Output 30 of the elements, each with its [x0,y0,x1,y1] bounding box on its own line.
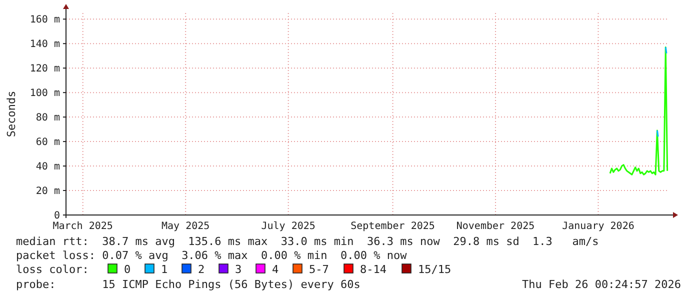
legend-label: 0 [124,263,131,276]
legend-label: 1 [161,263,168,276]
line-series [609,46,668,176]
y-tick-label: 120 m [30,64,60,75]
x-tick-label: January 2026 [562,221,634,232]
x-tick-label: May 2025 [162,221,210,232]
legend-label: 4 [272,263,279,276]
legend-label: 3 [235,263,242,276]
legend-label: 2 [198,263,205,276]
x-tick-label: November 2025 [456,221,535,232]
y-tick-label: 0 [54,210,60,222]
y-tick-label: 40 m [36,162,60,173]
y-tick-label: 60 m [36,137,60,148]
y-tick-label: 80 m [36,112,60,124]
text: Thu Feb 26 00:24:57 2026 [522,278,681,291]
text: median rtt: 38.7 ms avg 135.6 ms max 33.0 ms min 36.3 ms now 29.8 ms sd 1.3 am/s [16,235,599,248]
legend-title: loss color: [16,263,89,276]
x-tick-label: July 2025 [261,221,316,232]
y-tick-label: 140 m [30,39,60,50]
y-tick-label: 20 m [36,186,60,198]
y-axis-title: Seconds [5,90,18,138]
text: probe: 15 ICMP Echo Pings (56 Bytes) every 60s [16,278,360,291]
legend-label: 5-7 [309,263,329,276]
legend-label: 8-14 [360,263,387,276]
x-tick-label: March 2025 [52,221,113,232]
legend-label: 15/15 [418,263,452,276]
y-tick-label: 100 m [30,88,60,100]
y-tick-label: 160 m [30,14,60,26]
x-tick-label: September 2025 [350,221,435,232]
text: packet loss: 0.07 % avg 3.06 % max 0.00 % min 0.00 % now [16,249,408,262]
